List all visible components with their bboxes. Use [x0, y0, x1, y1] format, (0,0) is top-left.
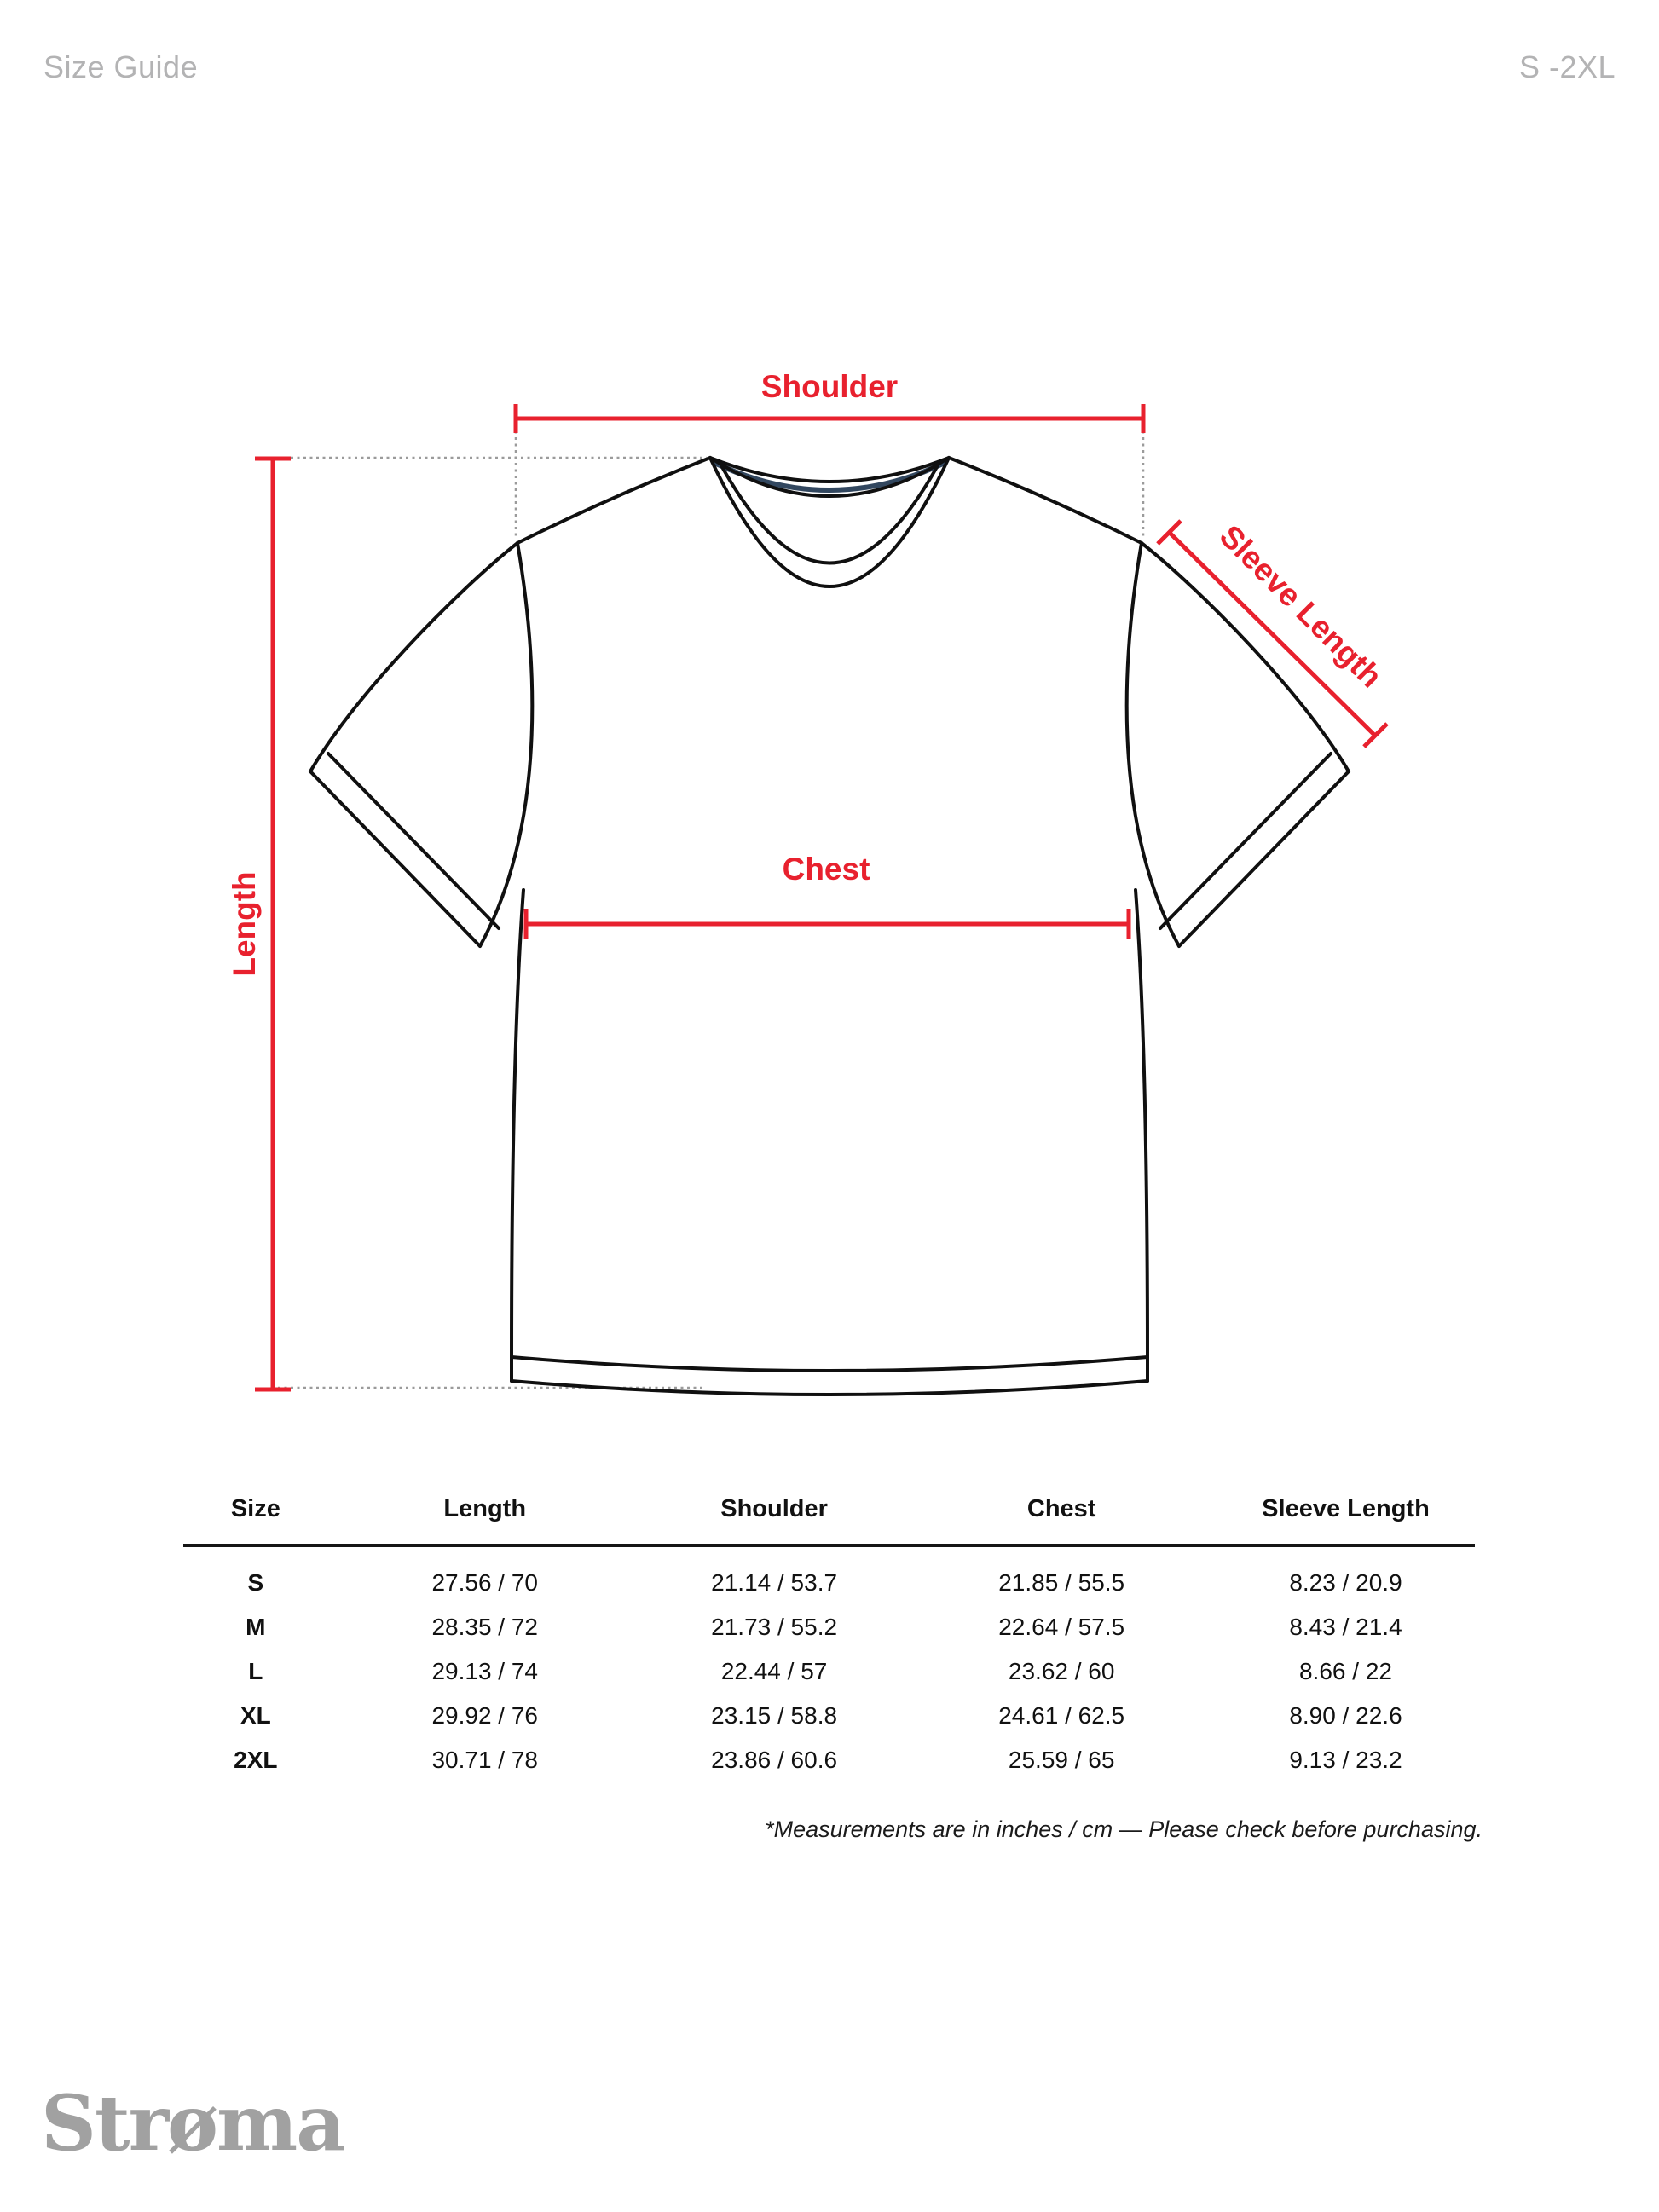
table-cell: M	[246, 1614, 266, 1640]
size-table-body: S 27.56 / 70 21.14 / 53.7 21.85 / 55.5 8.23 …	[183, 1545, 1475, 1782]
table-row: L 29.13 / 74 22.44 / 57 23.62 / 60 8.66 / 22	[183, 1649, 1475, 1694]
shoulder-label: Shoulder	[761, 369, 898, 404]
size-range-label: S -2XL	[1518, 49, 1616, 84]
table-cell: 9.13 / 23.2	[1289, 1747, 1402, 1773]
page-title: Size Guide	[43, 49, 199, 84]
table-cell: 25.59 / 65	[1008, 1747, 1115, 1773]
table-cell: 8.90 / 22.6	[1289, 1702, 1402, 1729]
table-cell: 24.61 / 62.5	[998, 1702, 1125, 1729]
table-cell: XL	[240, 1702, 271, 1729]
table-cell: L	[248, 1658, 263, 1684]
table-row: 2XL 30.71 / 78 23.86 / 60.6 25.59 / 65 9.13 …	[183, 1738, 1475, 1782]
chest-dimension-line	[523, 909, 1131, 939]
table-cell: 29.92 / 76	[431, 1702, 539, 1729]
table-cell: 22.44 / 57	[720, 1658, 828, 1684]
size-table-header-cell: Length	[327, 1485, 642, 1547]
table-cell: 2XL	[234, 1747, 278, 1773]
size-table: Size Length Shoulder Chest Sleeve Length S 27…	[183, 1485, 1475, 1782]
table-row: M 28.35 / 72 21.73 / 55.2 22.64 / 57.5 8.43 …	[183, 1605, 1475, 1649]
table-cell: 30.71 / 78	[431, 1747, 539, 1773]
table-cell: 8.43 / 21.4	[1289, 1614, 1402, 1640]
table-cell: 21.85 / 55.5	[998, 1569, 1125, 1596]
table-row: S 27.56 / 70 21.14 / 53.7 21.85 / 55.5 8.23 …	[183, 1545, 1475, 1605]
size-table-header-cell: Chest	[906, 1485, 1217, 1547]
table-cell: 21.73 / 55.2	[711, 1614, 838, 1640]
brand-logo: Strøma	[41, 2078, 346, 2169]
table-cell: 22.64 / 57.5	[998, 1614, 1125, 1640]
size-table-header-row: Size Length Shoulder Chest Sleeve Length	[183, 1485, 1475, 1547]
length-label: Length	[227, 871, 262, 976]
size-table-header-cell: Shoulder	[641, 1485, 907, 1547]
sleeve-length-label: Sleeve Length	[1213, 518, 1389, 694]
table-cell: S	[247, 1569, 264, 1596]
dotted-guide-lines	[278, 424, 1145, 1389]
chest-label: Chest	[783, 852, 870, 887]
table-cell: 27.56 / 70	[431, 1569, 539, 1596]
table-cell: 21.14 / 53.7	[711, 1569, 838, 1596]
measurement-footnote: *Measurements are in inches / cm — Pleas…	[765, 1816, 1483, 1842]
table-cell: 8.23 / 20.9	[1289, 1569, 1402, 1596]
table-cell: 23.15 / 58.8	[711, 1702, 838, 1729]
tshirt-collar	[708, 456, 951, 588]
table-cell: 23.86 / 60.6	[711, 1747, 838, 1773]
sleeve-dimension-line	[1156, 519, 1389, 748]
table-cell: 28.35 / 72	[431, 1614, 539, 1640]
table-cell: 23.62 / 60	[1008, 1658, 1115, 1684]
size-table-header-cell: Sleeve Length	[1216, 1485, 1475, 1547]
shoulder-dimension-line	[513, 404, 1146, 433]
table-cell: 8.66 / 22	[1298, 1658, 1392, 1684]
table-row: XL 29.92 / 76 23.15 / 58.8 24.61 / 62.5 8.90…	[183, 1694, 1475, 1738]
length-dimension-line	[255, 456, 291, 1392]
size-table-header-cell: Size	[183, 1485, 328, 1547]
tshirt-outline	[309, 456, 1350, 1396]
collar-inner-navy	[712, 460, 947, 493]
table-cell: 29.13 / 74	[431, 1658, 539, 1684]
